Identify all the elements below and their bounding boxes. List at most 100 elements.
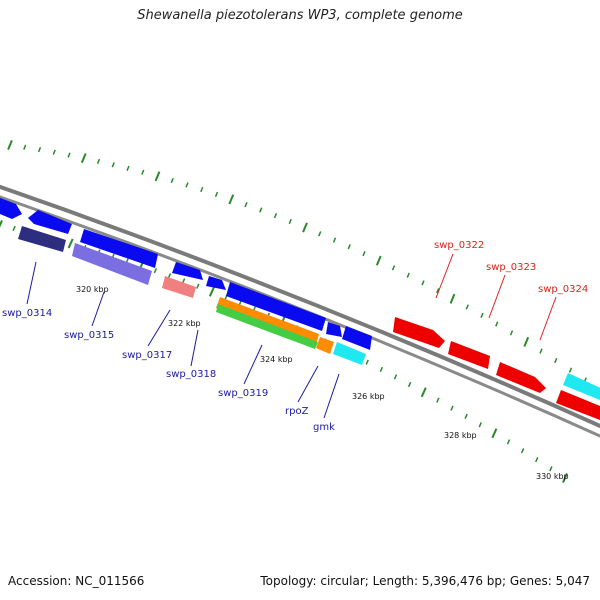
scale-tick	[273, 213, 278, 219]
connector-swp-0314	[26, 261, 37, 305]
label-connectors	[26, 253, 557, 419]
gene-feature[interactable]	[326, 322, 342, 337]
scale-tick	[465, 304, 469, 310]
scale-tick	[67, 152, 71, 158]
scale-label-324kbp: 324 kbp	[260, 355, 293, 364]
scale-tick	[450, 405, 454, 411]
gene-feature-swp-0322[interactable]	[393, 317, 445, 348]
scale-tick	[568, 367, 573, 373]
scale-tick	[208, 286, 215, 297]
scale-tick	[491, 428, 498, 439]
scale-tick	[407, 381, 412, 388]
gene-feature[interactable]	[556, 390, 600, 422]
scale-tick	[520, 448, 525, 454]
scale-tick	[141, 169, 145, 175]
scale-tick	[347, 244, 351, 250]
scale-tick	[509, 330, 514, 336]
scale-tick	[495, 321, 499, 327]
label-swp-0314[interactable]: swp_0314	[2, 308, 52, 319]
label-swp-0317[interactable]: swp_0317	[122, 350, 172, 361]
scale-tick	[170, 177, 174, 184]
scale-tick	[23, 144, 27, 150]
scale-tick	[52, 149, 56, 155]
scale-tick	[406, 272, 410, 278]
scale-tick	[420, 387, 427, 398]
scale-label-328kbp: 328 kbp	[444, 431, 477, 440]
label-swp-0319[interactable]: swp_0319	[218, 388, 268, 399]
gene-labels: swp_0322 swp_0323 swp_0324 swp_0314 swp_…	[2, 240, 588, 433]
scale-tick	[244, 202, 248, 208]
connector-rpoZ	[297, 365, 319, 403]
scale-tick	[302, 222, 308, 233]
gene-feature[interactable]	[563, 373, 600, 402]
scale-tick	[436, 288, 440, 294]
connector-swp-0318	[190, 329, 199, 367]
scale-tick	[153, 268, 158, 274]
scale-tick	[228, 194, 235, 205]
scale-tick	[362, 251, 366, 257]
label-swp-0323[interactable]: swp_0323	[486, 262, 536, 273]
scale-tick	[562, 473, 568, 483]
connector-swp-0317	[147, 309, 171, 347]
scale-tick	[449, 293, 456, 304]
scale-tick	[200, 186, 204, 193]
gene-feature-gmk[interactable]	[333, 342, 366, 365]
scale-tick	[214, 191, 219, 197]
gene-feature-swp-0317[interactable]	[172, 262, 203, 280]
connector-gmk	[323, 373, 340, 419]
scale-tick	[185, 182, 189, 188]
scale-tick	[375, 255, 382, 266]
connector-swp-0322	[435, 253, 454, 299]
scale-tick	[436, 397, 440, 403]
scale-tick	[554, 357, 558, 364]
map-title: Shewanella piezotolerans WP3, complete g…	[137, 8, 463, 23]
scale-tick	[259, 207, 263, 213]
scale-tick	[535, 457, 539, 463]
label-gmk[interactable]: gmk	[313, 422, 335, 433]
scale-tick	[506, 439, 511, 445]
outer-tick-ring	[7, 139, 600, 396]
scale-label-326kbp: 326 kbp	[352, 392, 385, 401]
scale-tick	[478, 422, 482, 428]
scale-tick	[332, 237, 337, 243]
label-swp-0324[interactable]: swp_0324	[538, 284, 588, 295]
gene-feature-swp-0314[interactable]	[18, 226, 66, 252]
gene-feature[interactable]	[216, 304, 318, 349]
scale-tick	[379, 366, 384, 373]
scale-tick	[393, 374, 398, 380]
connector-swp-0323	[488, 274, 506, 319]
label-swp-0322[interactable]: swp_0322	[434, 240, 484, 251]
scale-tick	[539, 348, 543, 354]
scale-tick	[523, 336, 530, 347]
scale-tick	[549, 466, 553, 472]
gene-feature[interactable]	[0, 196, 22, 219]
gene-feature-swp-0323[interactable]	[448, 341, 490, 369]
scale-tick	[391, 265, 396, 271]
gene-feature-rpoZ[interactable]	[316, 337, 334, 354]
genome-summary: Topology: circular; Length: 5,396,476 bp…	[260, 574, 590, 588]
genome-backbone	[0, 184, 600, 429]
label-swp-0318[interactable]: swp_0318	[166, 369, 216, 380]
scale-tick	[318, 231, 322, 237]
gene-feature[interactable]	[28, 210, 72, 234]
label-swp-0315[interactable]: swp_0315	[64, 330, 114, 341]
scale-tick	[196, 283, 200, 289]
gene-feature-swp-0315[interactable]	[80, 229, 158, 268]
accession-label: Accession: NC_011566	[8, 574, 145, 588]
gene-feature[interactable]	[206, 276, 226, 290]
scale-tick	[7, 139, 13, 151]
label-rpoZ[interactable]: rpoZ	[285, 406, 309, 417]
gene-feature-swp-0318[interactable]	[162, 276, 196, 298]
scale-tick	[12, 225, 16, 231]
scale-tick	[126, 165, 130, 171]
gene-feature[interactable]	[72, 243, 152, 285]
scale-label-320kbp: 320 kbp	[76, 285, 109, 294]
gene-feature[interactable]	[342, 326, 372, 350]
scale-tick	[111, 162, 115, 168]
scale-tick	[80, 153, 87, 164]
gene-feature-swp-0324[interactable]	[496, 362, 546, 393]
scale-labels: 320 kbp 322 kbp 324 kbp 326 kbp 328 kbp …	[76, 285, 569, 481]
scale-tick	[167, 273, 172, 279]
scale-tick	[154, 171, 161, 182]
gene-feature-swp-0319[interactable]	[226, 282, 326, 331]
